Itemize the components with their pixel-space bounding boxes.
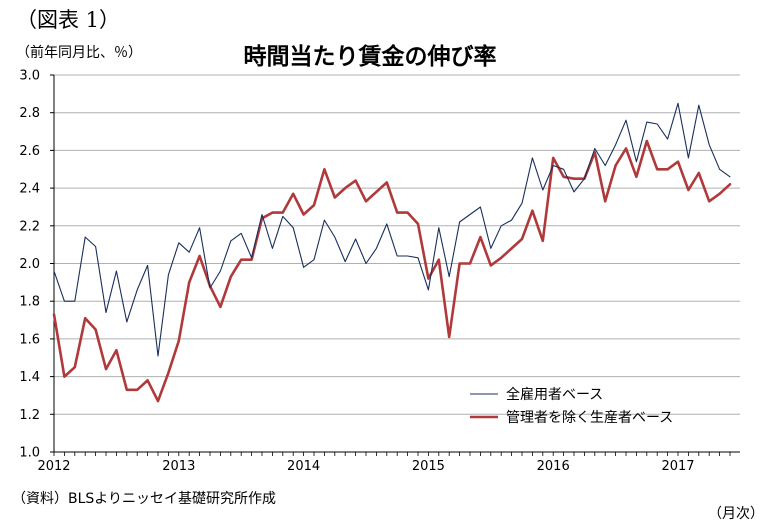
y-tick-label: 2.8 — [19, 106, 40, 121]
y-tick-labels: 1.0 1.2 1.4 1.6 1.8 2.0 2.2 2.4 2.6 2.8 3.0 — [19, 69, 40, 461]
chart-title: 時間当たり賃金の伸び率 — [243, 44, 497, 70]
x-tick-label: 2015 — [412, 459, 445, 474]
legend-label: 管理者を除く生産者ベース — [506, 410, 673, 426]
series-excl-managers-line — [52, 139, 732, 403]
x-tick-label: 2013 — [162, 459, 195, 474]
y-tick-label: 1.4 — [19, 370, 40, 385]
x-tick-label: 2016 — [537, 459, 570, 474]
x-tick-labels: 2012 2013 2014 2015 2016 2017 — [37, 459, 694, 474]
y-tick-label: 2.2 — [19, 219, 40, 234]
y-tick-label: 2.0 — [19, 257, 40, 272]
y-unit-label: （前年同月比、％） — [16, 45, 142, 61]
x-tick-label: 2014 — [287, 459, 320, 474]
grid-lines — [54, 74, 740, 415]
series-all-employees-line — [53, 102, 731, 357]
axes — [50, 74, 740, 456]
y-tick-label: 1.6 — [19, 332, 40, 347]
y-tick-label: 2.6 — [19, 144, 40, 159]
y-tick-label: 1.0 — [19, 446, 40, 461]
x-tick-label: 2012 — [37, 459, 70, 474]
x-tick-label: 2017 — [661, 459, 694, 474]
y-tick-label: 2.4 — [19, 182, 40, 197]
y-tick-label: 1.2 — [19, 408, 40, 423]
y-tick-label: 1.8 — [19, 295, 40, 310]
x-unit-label: （月次） — [708, 506, 764, 522]
figure-label: （図表 1） — [16, 8, 121, 32]
series-lines — [52, 102, 732, 403]
legend-label: 全雇用者ベース — [506, 386, 603, 403]
y-tick-label: 3.0 — [19, 69, 40, 84]
source-note: （資料）BLSよりニッセイ基礎研究所作成 — [12, 491, 277, 507]
